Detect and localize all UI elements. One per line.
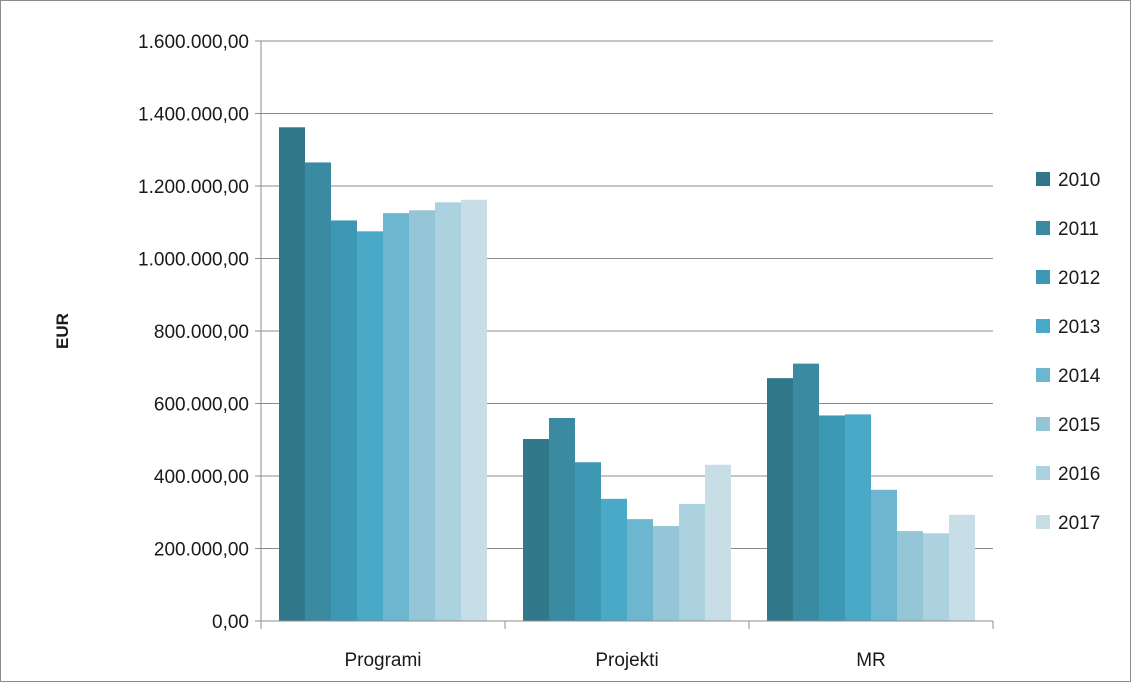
bar-programi-2017: [461, 199, 487, 621]
legend-swatch: [1036, 515, 1050, 529]
bar-projekti-2014: [627, 519, 653, 621]
legend-swatch: [1036, 466, 1050, 480]
legend-label: 2011: [1058, 219, 1099, 240]
bar-programi-2014: [383, 213, 409, 621]
y-tick-label: 400.000,00: [154, 467, 249, 488]
legend-swatch: [1036, 319, 1050, 333]
legend-label: 2014: [1058, 366, 1101, 387]
legend-swatch: [1036, 270, 1050, 284]
x-tick-label: MR: [856, 650, 886, 671]
legend-label: 2010: [1058, 170, 1100, 191]
legend-swatch: [1036, 368, 1050, 382]
y-tick-label: 1.200.000,00: [138, 177, 249, 198]
x-tick-label: Programi: [344, 650, 421, 671]
bar-projekti-2012: [575, 462, 601, 621]
bar-programi-2013: [357, 231, 383, 621]
bar-mr-2016: [923, 533, 949, 621]
bar-programi-2016: [435, 202, 461, 621]
bar-programi-2015: [409, 210, 435, 621]
y-tick-label: 1.600.000,00: [138, 32, 249, 53]
bar-projekti-2010: [523, 439, 549, 621]
y-axis-ticks: 0,00 200.000,00 400.000,00 600.000,00 800.00…: [138, 32, 261, 633]
bar-programi-2011: [305, 162, 331, 621]
bar-mr-2012: [819, 415, 845, 621]
y-tick-label: 0,00: [212, 612, 249, 633]
bar-programi-2012: [331, 220, 357, 621]
bars: [279, 127, 975, 622]
bar-programi-2010: [279, 127, 305, 622]
legend-swatch: [1036, 417, 1050, 431]
legend-label: 2013: [1058, 317, 1100, 338]
axes: [260, 41, 994, 629]
y-tick-label: 800.000,00: [154, 322, 249, 343]
legend-label: 2017: [1058, 513, 1100, 534]
y-tick-label: 200.000,00: [154, 540, 249, 561]
bar-mr-2017: [949, 514, 975, 621]
y-tick-label: 1.400.000,00: [138, 105, 249, 126]
legend-swatch: [1036, 172, 1050, 186]
legend-swatch: [1036, 221, 1050, 235]
bar-mr-2010: [767, 378, 793, 621]
bar-mr-2015: [897, 531, 923, 621]
y-axis-title: EUR: [53, 313, 72, 349]
y-tick-label: 1.000.000,00: [138, 250, 249, 271]
bar-mr-2013: [845, 414, 871, 621]
bar-projekti-2015: [653, 526, 679, 621]
legend-label: 2015: [1058, 415, 1100, 436]
legend-label: 2016: [1058, 464, 1100, 485]
legend-label: 2012: [1058, 268, 1100, 289]
bar-mr-2014: [871, 489, 897, 621]
y-tick-label: 600.000,00: [154, 395, 249, 416]
bar-projekti-2013: [601, 498, 627, 621]
bar-projekti-2011: [549, 418, 575, 621]
legend: 2010 2011 2012 2013 2014 2015 2016 2017: [1036, 170, 1101, 534]
bar-projekti-2016: [679, 503, 705, 621]
x-tick-label: Projekti: [595, 650, 658, 671]
bar-mr-2011: [793, 363, 819, 621]
x-axis-labels: Programi Projekti MR: [344, 650, 885, 671]
bar-projekti-2017: [705, 464, 731, 621]
